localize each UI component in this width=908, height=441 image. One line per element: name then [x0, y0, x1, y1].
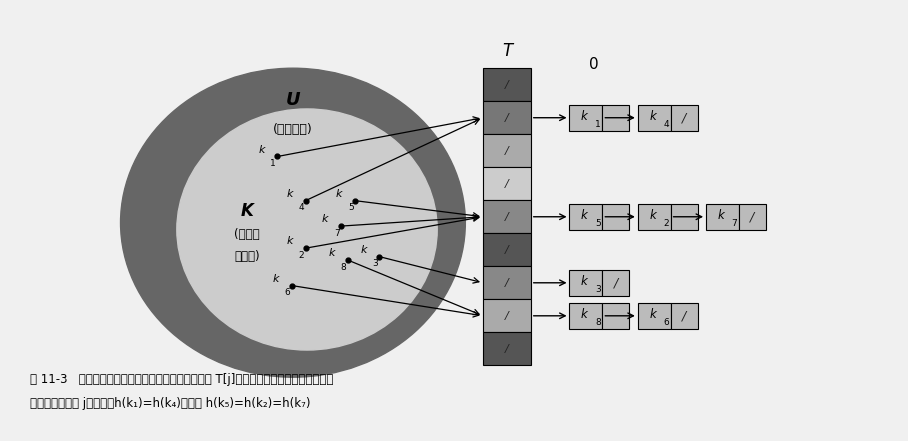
- Bar: [483, 299, 531, 333]
- Bar: [637, 105, 671, 131]
- Bar: [602, 270, 629, 295]
- Text: k: k: [717, 209, 725, 222]
- Text: k: k: [286, 236, 293, 247]
- Bar: [671, 105, 697, 131]
- Bar: [483, 167, 531, 200]
- Text: k: k: [329, 248, 335, 258]
- Bar: [671, 204, 697, 230]
- Text: 7: 7: [334, 229, 340, 238]
- Text: /: /: [505, 146, 508, 156]
- Text: 图 11-3   通过链接法解决碰撞。散列表中的每个空位 T[j]都包含一个链表，其中所有关键: 图 11-3 通过链接法解决碰撞。散列表中的每个空位 T[j]都包含一个链表，其…: [30, 373, 333, 385]
- Text: (关键字域): (关键字域): [273, 123, 313, 136]
- Text: /: /: [614, 277, 618, 289]
- Text: k: k: [272, 274, 279, 284]
- Bar: [483, 233, 531, 266]
- Bar: [739, 204, 765, 230]
- Text: 6: 6: [663, 318, 669, 327]
- Text: k: k: [286, 189, 293, 199]
- Bar: [483, 68, 531, 101]
- Text: 8: 8: [595, 318, 601, 327]
- Text: /: /: [505, 245, 508, 255]
- Text: /: /: [505, 113, 508, 123]
- Text: 5: 5: [595, 219, 601, 228]
- Bar: [671, 303, 697, 329]
- Text: /: /: [505, 311, 508, 321]
- Text: 3: 3: [595, 285, 601, 294]
- Text: U: U: [286, 91, 301, 109]
- Bar: [637, 204, 671, 230]
- Text: 3: 3: [372, 259, 379, 269]
- Text: k: k: [321, 214, 328, 224]
- Text: T: T: [502, 42, 512, 60]
- Text: 4: 4: [299, 203, 304, 213]
- Text: 8: 8: [340, 263, 347, 272]
- Bar: [483, 101, 531, 134]
- Ellipse shape: [121, 68, 466, 377]
- Bar: [569, 105, 602, 131]
- Text: 0: 0: [589, 57, 599, 72]
- Text: /: /: [505, 212, 508, 222]
- Text: 1: 1: [595, 120, 601, 129]
- Text: K: K: [241, 202, 253, 220]
- Ellipse shape: [177, 109, 438, 350]
- Text: k: k: [649, 308, 656, 321]
- Bar: [483, 200, 531, 233]
- Bar: [637, 303, 671, 329]
- Text: k: k: [581, 209, 587, 222]
- Text: 6: 6: [284, 288, 291, 297]
- Bar: [569, 204, 602, 230]
- Text: /: /: [505, 344, 508, 354]
- Text: 字的散列值均为 j。例如，h(k₁)=h(k₄)，还有 h(k₅)=h(k₂)=h(k₇): 字的散列值均为 j。例如，h(k₁)=h(k₄)，还有 h(k₅)=h(k₂)=…: [30, 396, 311, 410]
- Text: /: /: [682, 309, 686, 322]
- Text: k: k: [581, 275, 587, 288]
- Bar: [602, 204, 629, 230]
- Bar: [602, 303, 629, 329]
- Text: k: k: [336, 189, 342, 199]
- Bar: [602, 105, 629, 131]
- Text: k: k: [649, 110, 656, 123]
- Text: k: k: [649, 209, 656, 222]
- Text: k: k: [581, 110, 587, 123]
- Text: /: /: [682, 111, 686, 124]
- Text: k: k: [258, 145, 265, 155]
- Text: k: k: [581, 308, 587, 321]
- Text: /: /: [505, 179, 508, 189]
- Text: 1: 1: [271, 159, 276, 168]
- Text: /: /: [505, 278, 508, 288]
- Text: (实际的: (实际的: [234, 228, 260, 241]
- Text: /: /: [505, 80, 508, 90]
- Text: 7: 7: [732, 219, 737, 228]
- Bar: [483, 333, 531, 365]
- Bar: [569, 303, 602, 329]
- Bar: [706, 204, 739, 230]
- Text: k: k: [360, 245, 367, 255]
- Text: 4: 4: [663, 120, 669, 129]
- Text: 5: 5: [348, 203, 353, 213]
- Text: 关键字): 关键字): [234, 250, 260, 263]
- Text: /: /: [750, 210, 755, 223]
- Bar: [569, 270, 602, 295]
- Bar: [483, 134, 531, 167]
- Bar: [483, 266, 531, 299]
- Text: 2: 2: [299, 251, 304, 260]
- Text: 2: 2: [663, 219, 669, 228]
